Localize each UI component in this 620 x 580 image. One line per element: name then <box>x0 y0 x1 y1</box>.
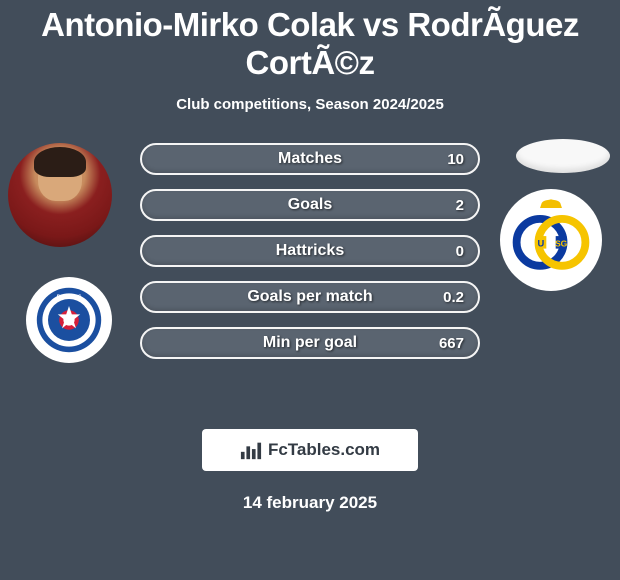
stat-bar-min-per-goal: Min per goal 667 <box>140 327 480 359</box>
stat-bars: Matches 10 Goals 2 Hattricks 0 Goals per… <box>140 143 480 373</box>
player-right-avatar <box>516 139 610 173</box>
branding-text: FcTables.com <box>268 440 380 460</box>
branding-badge: FcTables.com <box>202 429 418 471</box>
stat-right-value: 0.2 <box>443 289 464 306</box>
stat-label: Matches <box>142 150 478 168</box>
stat-label: Goals <box>142 196 478 214</box>
page-title: Antonio-Mirko Colak vs RodrÃ­guez CortÃ©… <box>0 0 620 82</box>
stat-bar-matches: Matches 10 <box>140 143 480 175</box>
stat-label: Goals per match <box>142 288 478 306</box>
bar-chart-icon <box>240 440 262 460</box>
stat-right-value: 10 <box>447 151 464 168</box>
comparison-panel: RANGERS U SG Matches 10 Goals 2 <box>0 143 620 403</box>
rangers-badge-icon: RANGERS <box>34 285 104 355</box>
stat-label: Hattricks <box>142 242 478 260</box>
stat-right-value: 2 <box>456 197 464 214</box>
subtitle: Club competitions, Season 2024/2025 <box>0 96 620 113</box>
stat-bar-goals: Goals 2 <box>140 189 480 221</box>
stat-bar-goals-per-match: Goals per match 0.2 <box>140 281 480 313</box>
club-left-badge: RANGERS <box>26 277 112 363</box>
player-left-avatar <box>8 143 112 247</box>
stat-label: Min per goal <box>142 334 478 352</box>
svg-text:U: U <box>537 238 544 248</box>
union-sg-badge-icon: U SG <box>511 197 591 283</box>
club-right-badge: U SG <box>500 189 602 291</box>
svg-text:RANGERS: RANGERS <box>57 294 82 300</box>
stat-bar-hattricks: Hattricks 0 <box>140 235 480 267</box>
svg-text:SG: SG <box>555 238 568 248</box>
date-label: 14 february 2025 <box>0 493 620 513</box>
stat-right-value: 667 <box>439 335 464 352</box>
stat-right-value: 0 <box>456 243 464 260</box>
